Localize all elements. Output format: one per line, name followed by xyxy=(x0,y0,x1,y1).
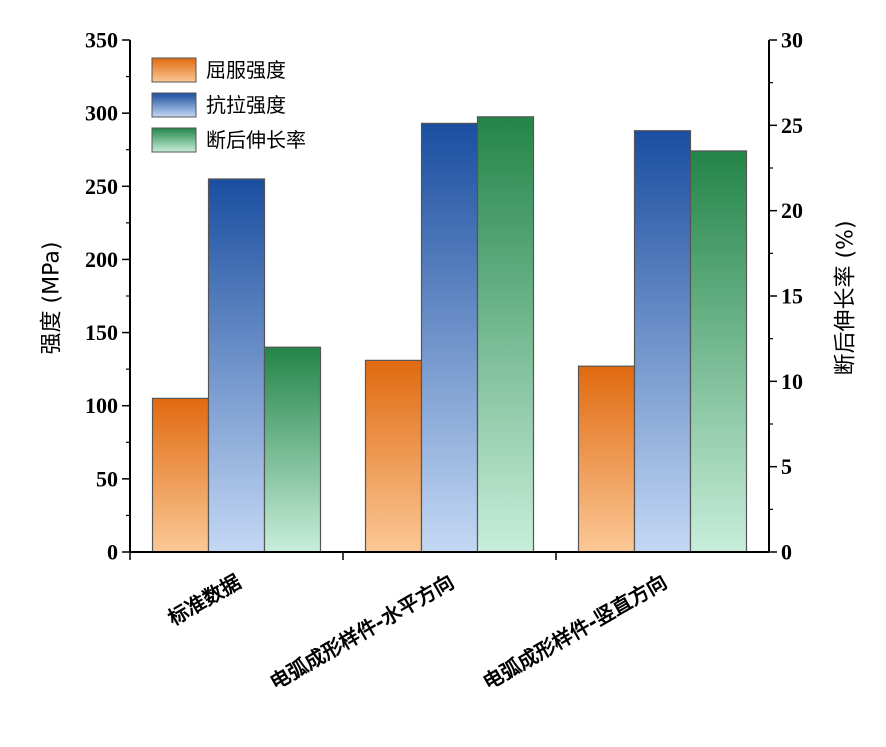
y-tick-label-right: 10 xyxy=(781,369,803,394)
legend-swatch-1 xyxy=(151,57,197,83)
legend-label-1: 屈服强度 xyxy=(206,58,286,82)
bar-3-2 xyxy=(476,116,535,553)
bar-1-1 xyxy=(151,397,210,553)
y-tick-label-left: 350 xyxy=(85,28,118,53)
y-tick-label-right: 25 xyxy=(781,113,803,138)
y-tick-label-left: 0 xyxy=(107,540,118,565)
y-tick-label-left: 100 xyxy=(85,393,118,418)
y-tick-label-left: 200 xyxy=(85,247,118,272)
bar-3-1 xyxy=(263,346,322,553)
legend-swatch-3 xyxy=(151,127,197,153)
y-tick-label-left: 50 xyxy=(96,466,118,491)
bars-layer xyxy=(151,116,748,553)
x-tick-label: 标准数据 xyxy=(164,570,245,631)
y-tick-label-right: 20 xyxy=(781,198,803,223)
y-tick-label-right: 0 xyxy=(781,540,792,565)
bar-1-2 xyxy=(364,359,423,553)
bar-1-3 xyxy=(577,365,636,553)
y-tick-label-left: 300 xyxy=(85,101,118,126)
y-tick-label-left: 150 xyxy=(85,320,118,345)
x-tick-label: 电弧成形样件-竖直方向 xyxy=(479,570,671,695)
bar-3-3 xyxy=(689,150,748,553)
bar-2-1 xyxy=(207,178,266,553)
bar-2-3 xyxy=(633,130,692,553)
y-tick-label-left: 250 xyxy=(85,174,118,199)
x-tick-label: 电弧成形样件-水平方向 xyxy=(266,570,458,695)
bar-2-2 xyxy=(420,122,479,553)
legend-label-3: 断后伸长率 xyxy=(206,128,306,152)
legend-swatch-2 xyxy=(151,92,197,118)
y-tick-label-right: 15 xyxy=(781,284,803,309)
y-axis-title-left: 强度 (MPa) xyxy=(40,242,65,355)
y-axis-title-right: 断后伸长率 (%) xyxy=(834,220,859,375)
legend-label-2: 抗拉强度 xyxy=(206,93,286,117)
y-tick-label-right: 5 xyxy=(781,454,792,479)
y-tick-label-right: 30 xyxy=(781,28,803,53)
